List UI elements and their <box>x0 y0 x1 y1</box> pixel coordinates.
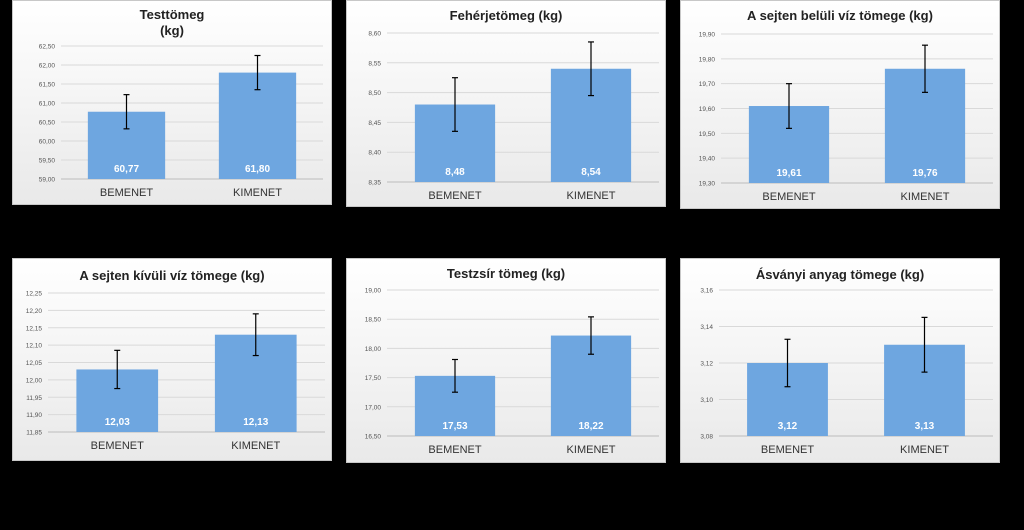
y-tick-label: 19,40 <box>699 156 716 163</box>
data-label: 12,03 <box>105 417 130 428</box>
y-tick-label: 8,55 <box>368 60 381 67</box>
y-tick-label: 11,95 <box>26 395 42 402</box>
chart-title: Fehérjetömeg (kg) <box>347 8 665 24</box>
y-tick-label: 59,50 <box>39 158 56 165</box>
y-tick-label: 8,35 <box>368 180 381 187</box>
chart-panel-sejten-kivuli-viz: A sejten kívüli víz tömege (kg) 11,85 11,… <box>12 258 332 461</box>
chart-title-text: Testtömeg <box>139 7 205 22</box>
y-tick-label: 8,45 <box>368 120 381 127</box>
chart-svg: 11,85 11,90 11,95 12,00 12,05 12,10 12,15 12,20… <box>26 291 325 452</box>
data-label: 3,12 <box>778 421 798 432</box>
chart-svg: 8,35 8,40 8,45 8,50 8,55 8,60 8,48 BEMENET 8,54 K… <box>368 31 659 202</box>
category-label: KIMENET <box>900 444 949 456</box>
y-tick-label: 12,15 <box>26 325 43 332</box>
category-label: KIMENET <box>231 440 280 452</box>
chart-panel-sejten-beluli-viz: A sejten belüli víz tömege (kg) 19,30 19,… <box>680 0 1000 209</box>
y-tick-label: 12,20 <box>26 308 43 315</box>
data-label: 17,53 <box>442 421 467 432</box>
y-tick-label: 12,10 <box>26 343 43 350</box>
y-tick-label: 60,00 <box>39 139 56 146</box>
chart-title: Testtömeg (kg) <box>13 7 331 39</box>
y-tick-label: 8,60 <box>368 31 381 38</box>
chart-svg: 3,08 3,10 3,12 3,14 3,16 3,12 BEMENET 3,13 KIMEN… <box>700 288 993 456</box>
data-label: 8,48 <box>445 167 465 178</box>
chart-svg: 59,00 59,50 60,00 60,50 61,00 61,50 62,00 62,50… <box>39 44 323 199</box>
y-tick-label: 12,05 <box>26 360 43 367</box>
y-tick-label: 3,16 <box>700 288 713 295</box>
chart-title-text: A sejten belüli víz tömege (kg) <box>747 8 933 23</box>
y-tick-label: 19,50 <box>699 131 716 138</box>
data-label: 12,13 <box>243 417 268 428</box>
y-tick-label: 17,00 <box>365 404 382 411</box>
category-label: KIMENET <box>567 444 616 456</box>
chart-panel-feherjetomeg: Fehérjetömeg (kg) 8,35 8,40 8,45 8,50 8,55 8,… <box>346 0 666 207</box>
chart-subtitle: (kg) <box>160 23 184 38</box>
y-tick-label: 16,50 <box>365 434 382 441</box>
y-tick-label: 12,00 <box>26 377 43 384</box>
chart-title-text: Fehérjetömeg (kg) <box>449 8 563 23</box>
y-tick-label: 60,50 <box>39 120 56 127</box>
category-label: BEMENET <box>762 191 815 203</box>
category-label: BEMENET <box>761 444 814 456</box>
bar <box>218 72 297 179</box>
data-label: 8,54 <box>581 167 601 178</box>
y-tick-label: 19,60 <box>699 106 716 113</box>
y-tick-label: 3,10 <box>700 397 713 404</box>
y-tick-label: 8,50 <box>368 90 381 97</box>
y-tick-label: 62,00 <box>39 63 56 70</box>
chart-panel-testtomeg: Testtömeg (kg) 59,00 59,50 60,00 60,50 61,00… <box>12 0 332 205</box>
y-tick-label: 3,14 <box>700 324 713 331</box>
y-tick-label: 11,85 <box>26 430 42 437</box>
data-label: 19,61 <box>776 168 801 179</box>
y-tick-label: 61,00 <box>39 101 56 108</box>
category-label: KIMENET <box>567 190 616 202</box>
y-tick-label: 59,00 <box>39 177 56 184</box>
chart-svg: 16,50 17,00 17,50 18,00 18,50 19,00 17,53 BEMEN… <box>365 288 659 456</box>
y-tick-label: 19,80 <box>699 56 716 63</box>
chart-panel-testzsir-tomeg: Testzsír tömeg (kg) 16,50 17,00 17,50 18,00… <box>346 258 666 463</box>
chart-title: Testzsír tömeg (kg) <box>347 266 665 282</box>
y-tick-label: 11,90 <box>26 412 42 419</box>
y-tick-label: 62,50 <box>39 44 56 51</box>
data-label: 60,77 <box>114 164 139 175</box>
y-tick-label: 19,70 <box>699 81 716 88</box>
data-label: 61,80 <box>245 164 270 175</box>
data-label: 3,13 <box>915 421 935 432</box>
y-tick-label: 17,50 <box>365 375 382 382</box>
category-label: KIMENET <box>233 187 282 199</box>
chart-title-text: Ásványi anyag tömege (kg) <box>755 267 925 282</box>
chart-panel-asvanyi-anyag: Ásványi anyag tömege (kg) 3,08 3,10 3,12 3,… <box>680 258 1000 463</box>
y-tick-label: 19,90 <box>699 32 716 39</box>
data-label: 19,76 <box>912 168 937 179</box>
y-tick-label: 19,00 <box>365 288 382 295</box>
chart-svg: 19,30 19,40 19,50 19,60 19,70 19,80 19,90 19,61… <box>699 32 993 203</box>
y-tick-label: 3,12 <box>700 361 713 368</box>
chart-title-text: Testzsír tömeg (kg) <box>446 266 566 281</box>
category-label: BEMENET <box>100 187 153 199</box>
category-label: BEMENET <box>91 440 144 452</box>
y-tick-label: 3,08 <box>700 434 713 441</box>
data-label: 18,22 <box>578 421 603 432</box>
y-tick-label: 12,25 <box>26 291 43 298</box>
category-label: BEMENET <box>428 190 481 202</box>
y-tick-label: 18,00 <box>365 346 382 353</box>
y-tick-label: 18,50 <box>365 317 382 324</box>
chart-title: A sejten kívüli víz tömege (kg) <box>13 268 331 284</box>
category-label: KIMENET <box>901 191 950 203</box>
y-tick-label: 8,40 <box>368 150 381 157</box>
chart-title-text: A sejten kívüli víz tömege (kg) <box>79 268 265 283</box>
chart-title: Ásványi anyag tömege (kg) <box>681 267 999 283</box>
y-tick-label: 19,30 <box>699 181 716 188</box>
y-tick-label: 61,50 <box>39 82 56 89</box>
chart-title: A sejten belüli víz tömege (kg) <box>681 8 999 24</box>
category-label: BEMENET <box>428 444 481 456</box>
